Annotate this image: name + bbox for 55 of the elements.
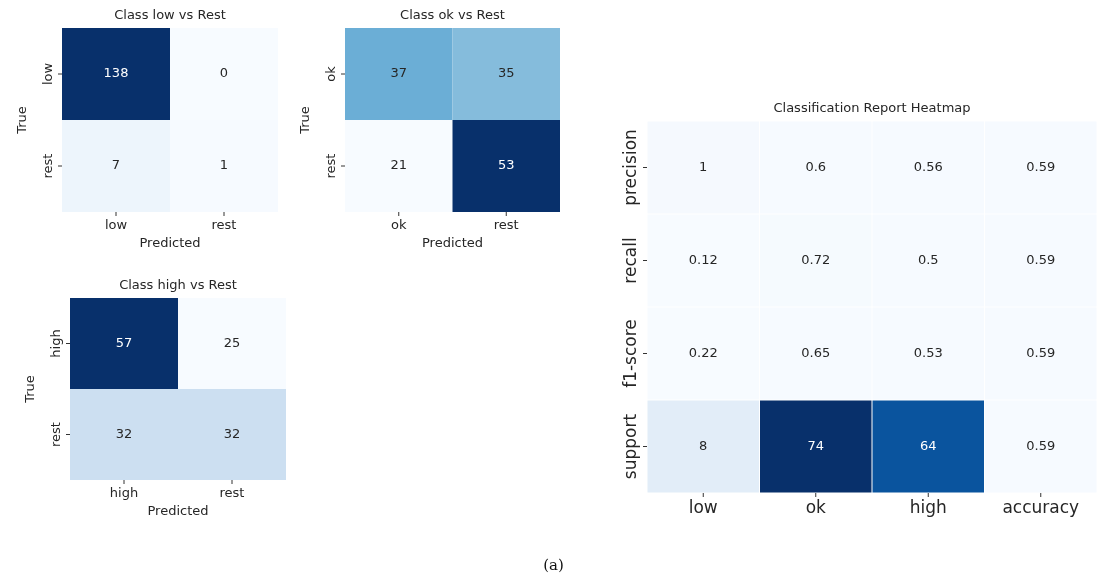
data-label: 37 — [390, 65, 408, 81]
x-tick-label: accuracy — [1002, 496, 1080, 517]
data-label: 32 — [115, 425, 133, 441]
chart-title: Class high vs Rest — [119, 276, 237, 292]
x-axis-title: Predicted — [147, 502, 209, 518]
data-label: 25 — [223, 334, 241, 350]
data-label: 21 — [390, 157, 408, 173]
data-label: 0.53 — [913, 344, 943, 360]
y-tick-label: rest — [39, 153, 55, 179]
x-tick-label: ok — [391, 216, 407, 232]
data-label: 0.59 — [1026, 344, 1056, 360]
data-label: 0 — [219, 65, 229, 81]
data-label: 8 — [699, 437, 708, 453]
x-tick-label: low — [104, 216, 128, 232]
y-tick-label: rest — [47, 422, 63, 447]
data-label: 1 — [699, 158, 708, 174]
data-label: 0.6 — [805, 158, 827, 174]
data-label: 57 — [115, 334, 133, 350]
y-tick-label: high — [47, 329, 63, 358]
data-label: 0.59 — [1026, 158, 1056, 174]
y-axis-title: True — [296, 106, 312, 135]
y-tick-label: precision — [619, 129, 640, 206]
x-tick-label: rest — [493, 216, 519, 232]
y-tick-label: low — [39, 62, 55, 86]
y-tick-label: recall — [619, 237, 640, 284]
data-label: 0.5 — [917, 251, 939, 267]
data-label: 32 — [223, 425, 241, 441]
data-label: 0.72 — [801, 251, 831, 267]
y-axis-title: True — [13, 106, 29, 135]
data-label: 0.12 — [688, 251, 718, 267]
x-tick-label: high — [909, 496, 947, 517]
x-tick-label: rest — [211, 216, 237, 232]
y-tick-label: f1-score — [619, 319, 640, 388]
x-axis-title: Predicted — [139, 234, 201, 250]
data-label: 0.59 — [1026, 251, 1056, 267]
chart-title: Classification Report Heatmap — [773, 99, 971, 115]
data-label: 64 — [919, 437, 937, 453]
data-label: 138 — [103, 65, 129, 81]
y-tick-label: support — [619, 413, 640, 480]
data-label: 53 — [497, 157, 515, 173]
data-label: 7 — [111, 157, 121, 173]
data-label: 0.59 — [1026, 437, 1056, 453]
data-label: 0.56 — [913, 158, 943, 174]
text: (a) — [542, 556, 565, 574]
y-axis-title: True — [21, 375, 37, 404]
chart-title: Class ok vs Rest — [400, 6, 505, 22]
data-label: 1 — [219, 157, 229, 173]
data-label: 74 — [807, 437, 825, 453]
data-label: 35 — [497, 65, 515, 81]
x-axis-title: Predicted — [421, 234, 484, 250]
chart-title: Class low vs Rest — [114, 6, 226, 22]
data-label: 0.65 — [801, 344, 831, 360]
x-tick-label: ok — [805, 496, 827, 517]
data-label: 0.22 — [688, 344, 718, 360]
x-tick-label: low — [688, 496, 718, 517]
